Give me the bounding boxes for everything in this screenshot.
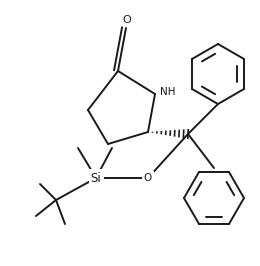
Text: O: O: [123, 15, 131, 25]
Text: NH: NH: [160, 87, 176, 97]
Text: Si: Si: [91, 172, 101, 185]
Text: O: O: [144, 173, 152, 183]
